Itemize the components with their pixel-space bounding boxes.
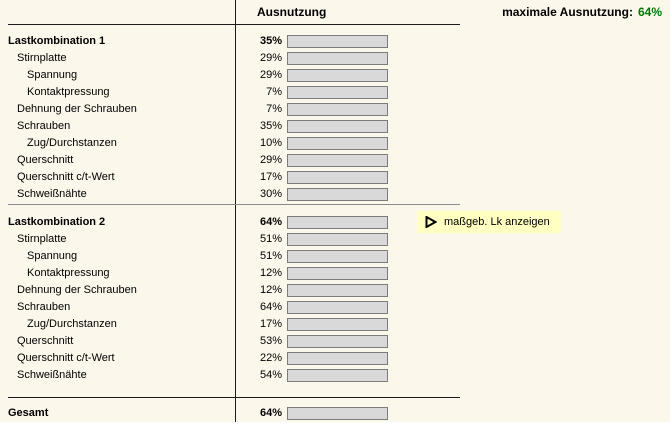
row-percent: 64%: [259, 301, 282, 313]
header-underline: [8, 24, 460, 25]
max-utilization-label: maximale Ausnutzung:: [502, 5, 633, 19]
row-schwei-n-hte: Schweißnähte 54%: [0, 367, 470, 384]
row-percent: 17%: [259, 171, 282, 183]
row-percent: 64%: [259, 216, 282, 228]
section-divider: [8, 204, 460, 205]
row-label: Kontaktpressung: [27, 267, 110, 279]
row-label: Spannung: [27, 250, 78, 262]
row-percent: 7%: [266, 86, 282, 98]
utilization-bar: [287, 188, 388, 201]
utilization-bar: [287, 137, 388, 150]
utilization-bar: [287, 352, 388, 365]
row-label: Kontaktpressung: [27, 86, 110, 98]
row-label: Zug/Durchstanzen: [27, 137, 117, 149]
utilization-bar: [287, 171, 388, 184]
utilization-bar: [287, 216, 388, 229]
row-label: Lastkombination 1: [8, 35, 106, 47]
row-percent: 29%: [259, 154, 282, 166]
total-label: Gesamt: [8, 407, 49, 419]
row-querschnitt: Querschnitt 53%: [0, 333, 470, 350]
row-percent: 17%: [259, 318, 282, 330]
utilization-bar: [287, 250, 388, 263]
utilization-bar: [287, 35, 388, 48]
total-row: Gesamt 64%: [0, 405, 470, 422]
row-percent: 10%: [259, 137, 282, 149]
section-lastkombination-2: Lastkombination 2 64% Stirnplatte 51% Spannu…: [0, 214, 470, 384]
row-lastkombination-2: Lastkombination 2 64%: [0, 214, 470, 231]
row-schwei-n-hte: Schweißnähte 30%: [0, 186, 470, 203]
row-percent: 30%: [259, 188, 282, 200]
row-zug-durchstanzen: Zug/Durchstanzen 10%: [0, 135, 470, 152]
row-schrauben: Schrauben 64%: [0, 299, 470, 316]
row-percent: 54%: [259, 369, 282, 381]
utilization-bar: [287, 318, 388, 331]
column-header-ausnutzung: Ausnutzung: [257, 5, 327, 19]
row-percent: 7%: [266, 103, 282, 115]
row-label: Zug/Durchstanzen: [27, 318, 117, 330]
row-label: Schweißnähte: [17, 188, 87, 200]
total-divider: [8, 397, 460, 398]
row-zug-durchstanzen: Zug/Durchstanzen 17%: [0, 316, 470, 333]
row-percent: 12%: [259, 267, 282, 279]
utilization-bar: [287, 284, 388, 297]
row-percent: 29%: [259, 69, 282, 81]
row-label: Querschnitt: [17, 335, 74, 347]
row-dehnung-der-schrauben: Dehnung der Schrauben 7%: [0, 101, 470, 118]
row-querschnitt: Querschnitt 29%: [0, 152, 470, 169]
row-percent: 51%: [259, 233, 282, 245]
row-schrauben: Schrauben 35%: [0, 118, 470, 135]
show-governing-lk-button[interactable]: maßgeb. Lk anzeigen: [417, 211, 561, 233]
play-triangle-icon: [425, 216, 437, 228]
utilization-bar: [287, 86, 388, 99]
row-percent: 51%: [259, 250, 282, 262]
row-percent: 29%: [259, 52, 282, 64]
row-percent: 53%: [259, 335, 282, 347]
row-spannung: Spannung 51%: [0, 248, 470, 265]
row-lastkombination-1: Lastkombination 1 35%: [0, 33, 470, 50]
utilization-bar: [287, 69, 388, 82]
utilization-bar: [287, 103, 388, 116]
row-label: Spannung: [27, 69, 78, 81]
row-kontaktpressung: Kontaktpressung 12%: [0, 265, 470, 282]
row-label: Lastkombination 2: [8, 216, 106, 228]
row-spannung: Spannung 29%: [0, 67, 470, 84]
utilization-bar: [287, 267, 388, 280]
row-percent: 12%: [259, 284, 282, 296]
row-label: Schrauben: [17, 301, 71, 313]
row-percent: 35%: [259, 120, 282, 132]
max-utilization: maximale Ausnutzung: 64%: [502, 5, 662, 19]
row-kontaktpressung: Kontaktpressung 7%: [0, 84, 470, 101]
row-label: Stirnplatte: [17, 52, 67, 64]
utilization-bar: [287, 233, 388, 246]
column-divider: [235, 0, 236, 422]
max-utilization-value: 64%: [637, 5, 662, 19]
row-label: Querschnitt: [17, 154, 74, 166]
row-label: Querschnitt c/t-Wert: [17, 352, 115, 364]
row-label: Dehnung der Schrauben: [17, 284, 137, 296]
row-percent: 22%: [259, 352, 282, 364]
row-label: Querschnitt c/t-Wert: [17, 171, 115, 183]
show-governing-lk-label: maßgeb. Lk anzeigen: [444, 216, 550, 228]
row-label: Schrauben: [17, 120, 71, 132]
row-querschnitt-c-t-wert: Querschnitt c/t-Wert 17%: [0, 169, 470, 186]
row-querschnitt-c-t-wert: Querschnitt c/t-Wert 22%: [0, 350, 470, 367]
utilization-bar: [287, 154, 388, 167]
total-bar: [287, 407, 388, 420]
row-label: Dehnung der Schrauben: [17, 103, 137, 115]
utilization-bar: [287, 120, 388, 133]
utilization-bar: [287, 52, 388, 65]
utilization-bar: [287, 369, 388, 382]
section-lastkombination-1: Lastkombination 1 35% Stirnplatte 29% Spannu…: [0, 33, 470, 203]
row-stirnplatte: Stirnplatte 51%: [0, 231, 470, 248]
utilization-bar: [287, 335, 388, 348]
row-percent: 35%: [259, 35, 282, 47]
row-label: Schweißnähte: [17, 369, 87, 381]
total-percent: 64%: [259, 407, 282, 419]
row-dehnung-der-schrauben: Dehnung der Schrauben 12%: [0, 282, 470, 299]
row-label: Stirnplatte: [17, 233, 67, 245]
row-stirnplatte: Stirnplatte 29%: [0, 50, 470, 67]
utilization-bar: [287, 301, 388, 314]
